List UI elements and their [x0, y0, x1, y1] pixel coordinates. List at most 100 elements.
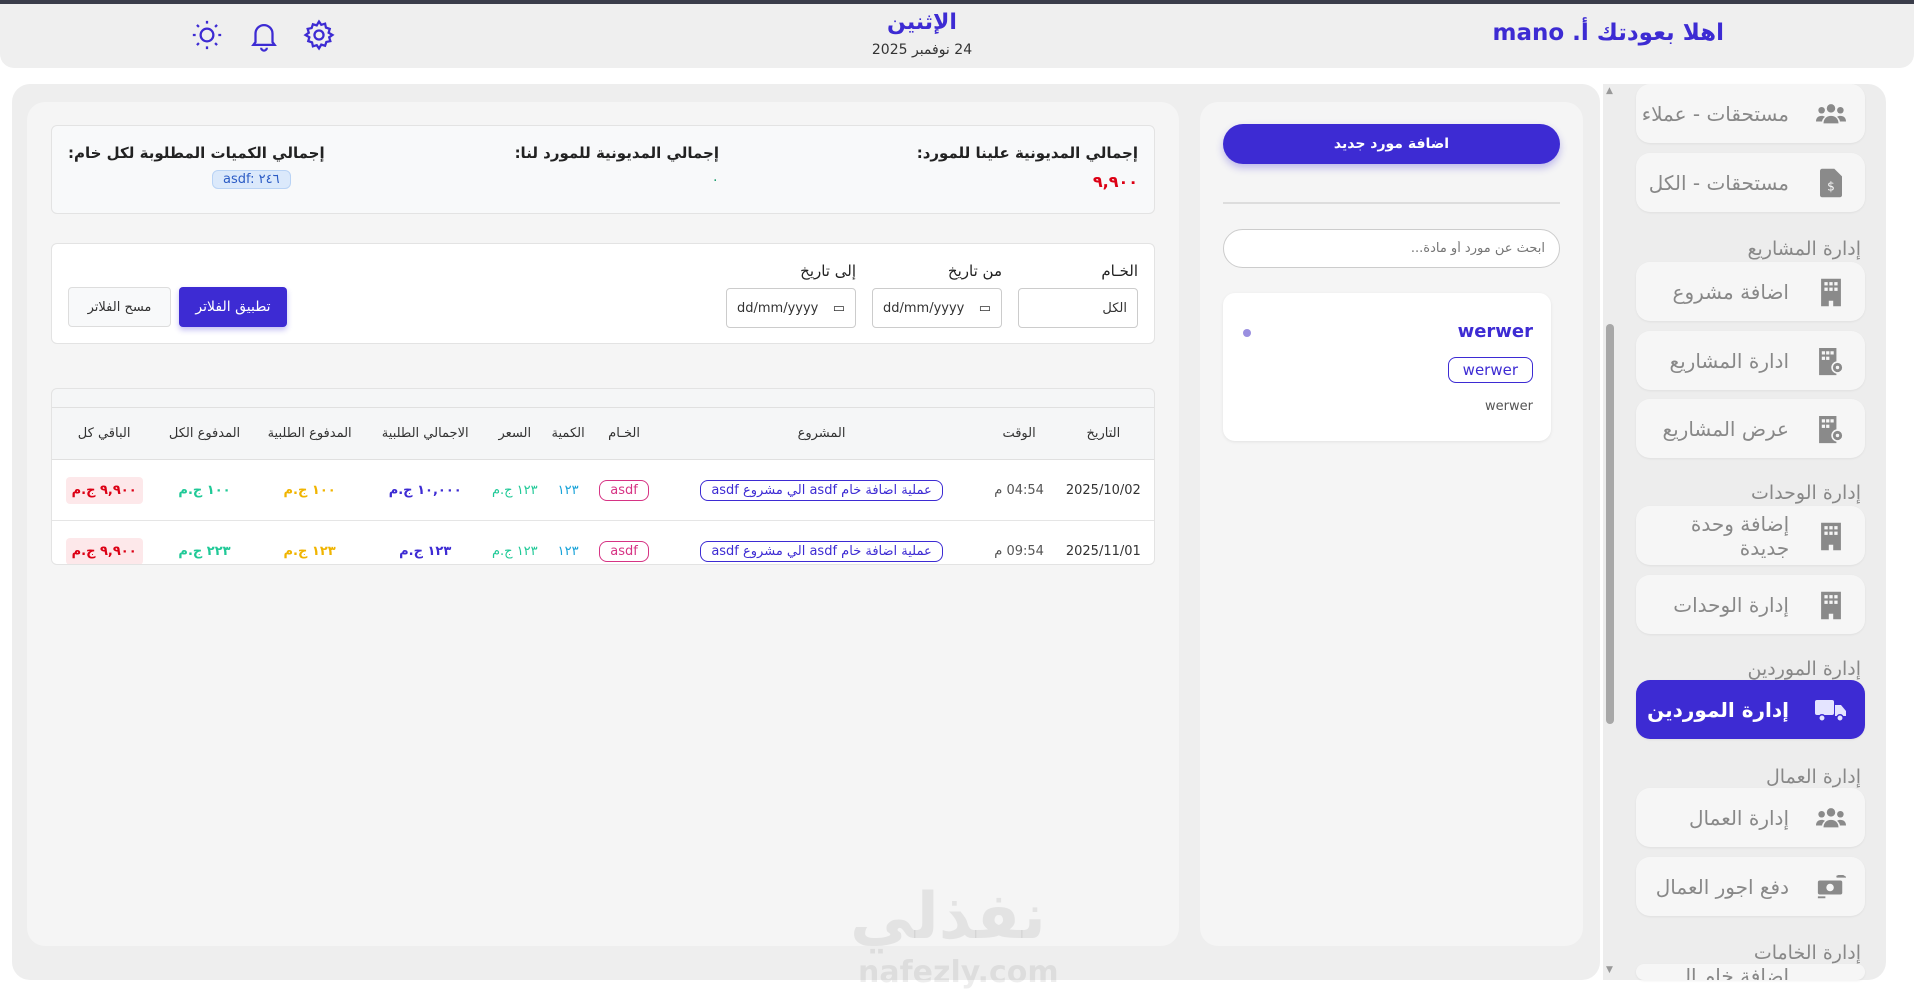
supplier-search-input[interactable]: [1223, 229, 1560, 268]
current-date: 24 نوفمبر 2025: [871, 42, 973, 58]
watermark-logo: نفذلي: [850, 880, 1046, 954]
cell-material: asdf: [590, 459, 658, 521]
sidebar-section-heading: إدارة المشاريع: [1747, 238, 1861, 260]
column-header-quantity: الكمية: [545, 407, 591, 460]
calendar-icon[interactable]: ▭: [832, 300, 845, 316]
building-gear-icon: [1815, 413, 1847, 445]
clear-filters-button[interactable]: مسح الفلاتر: [68, 287, 171, 327]
sidebar-section-heading: إدارة الموردين: [1747, 658, 1861, 680]
window-top-bar: [0, 0, 1914, 4]
column-header-price: السعر: [483, 407, 546, 460]
project-value[interactable]: عملية اضافة خام asdf الي مشروع asdf: [700, 479, 943, 501]
sidebar-item[interactable]: إضافة وحدة جديدة: [1636, 506, 1865, 565]
column-header-project: المشروع: [657, 407, 986, 460]
from-date-input[interactable]: dd/mm/yyyy ▭: [872, 288, 1002, 328]
invoice-dollar-icon: $: [1815, 167, 1847, 199]
sidebar-item-label: إضافة وحدة جديدة: [1690, 511, 1790, 560]
bell-icon[interactable]: [247, 18, 281, 52]
sidebar-item[interactable]: اضافة مشروع: [1636, 262, 1865, 321]
sidebar-section-heading: إدارة الخامات: [1753, 942, 1861, 964]
cell-total-paid: ١٠٠ ج.م: [156, 459, 253, 521]
supplier-tag: werwer: [1447, 357, 1533, 383]
building-gear-icon: [1815, 345, 1847, 377]
summary-box: إجمالي المديونية علينا للمورد: ٩,٩٠٠ إجم…: [51, 125, 1155, 214]
cell-project: عملية اضافة خام asdf الي مشروع asdf: [657, 459, 986, 521]
scroll-up-arrow-icon[interactable]: ▲: [1606, 86, 1613, 96]
quantity-value: ١٢٣: [557, 482, 579, 498]
sidebar-item[interactable]: إدارة الموردين: [1636, 680, 1865, 739]
cell-order-total: ١٠,٠٠٠ ج.م: [366, 459, 484, 521]
quantities-label: إجمالي الكميات المطلوبة لكل خام:: [68, 144, 325, 162]
header: [0, 4, 1914, 68]
apply-filters-button[interactable]: تطبيق الفلاتر: [179, 287, 287, 327]
filter-box: الخـام الكل من تاريخ dd/mm/yyyy ▭ إلى تار…: [51, 243, 1155, 344]
sun-icon[interactable]: [190, 18, 224, 52]
sidebar-item-label: اضافة مشروع: [1672, 279, 1789, 304]
calendar-icon[interactable]: ▭: [978, 300, 991, 316]
sidebar-item-label: إدارة العمال: [1689, 805, 1789, 830]
material-label: الخـام: [1101, 262, 1138, 280]
cell-time: 04:54 م: [985, 459, 1053, 521]
sidebar-item[interactable]: دفع اجور العمال: [1636, 857, 1865, 916]
supplier-debt-value: ٠: [711, 172, 719, 188]
remaining-value: ٩,٩٠٠ ج.م: [65, 537, 143, 564]
from-date-placeholder: dd/mm/yyyy: [883, 300, 965, 316]
supplier-name: werwer: [1457, 321, 1533, 342]
menu-icon: [1815, 964, 1847, 980]
cell-date: 2025/10/02: [1052, 459, 1154, 521]
supplier-debt-label: إجمالي المديونية للمورد لنا:: [514, 144, 719, 162]
cell-order-paid: ١٠٠ ج.م: [252, 459, 367, 521]
price-value: ١٢٣ ج.م: [491, 482, 538, 498]
gear-icon[interactable]: [302, 18, 336, 52]
order-paid-value: ١٢٣ ج.م: [283, 543, 336, 559]
order-paid-value: ١٠٠ ج.م: [283, 482, 336, 498]
sidebar-item-label: مستحقات - الكل: [1648, 170, 1789, 195]
column-header-remaining: الباقي كل: [52, 407, 157, 460]
sidebar-item-label: مستحقات - عملاء: [1641, 101, 1789, 126]
cell-time: 09:54 م: [985, 520, 1053, 564]
cell-order-paid: ١٢٣ ج.م: [252, 520, 367, 564]
date-value: 2025/10/02: [1065, 482, 1141, 498]
table-row: 2025/10/02 04:54 م عملية اضافة خام asdf ال…: [52, 459, 1154, 521]
sidebar-scrollbar[interactable]: [1606, 324, 1614, 724]
scroll-down-arrow-icon[interactable]: ▼: [1606, 965, 1613, 975]
users-icon: [1815, 802, 1847, 834]
cell-quantity: ١٢٣: [545, 459, 591, 521]
from-date-label: من تاريخ: [947, 262, 1002, 280]
sidebar-item[interactable]: إدارة الوحدات: [1636, 575, 1865, 634]
sidebar-item[interactable]: عرض المشاريع: [1636, 399, 1865, 458]
sidebar-item[interactable]: مستحقات - عملاء: [1636, 84, 1865, 143]
column-header-date: التاريخ: [1052, 407, 1154, 460]
divider: [1223, 202, 1560, 204]
watermark-url: nafezly.com: [858, 955, 1059, 990]
column-header-order-paid: المدفوع الطلبية: [252, 407, 367, 460]
remaining-value: ٩,٩٠٠ ج.م: [65, 476, 143, 504]
sidebar-item[interactable]: ادارة المشاريع: [1636, 331, 1865, 390]
cell-quantity: ١٢٣: [545, 520, 591, 564]
add-supplier-button[interactable]: اضافة مورد جديد: [1223, 124, 1560, 164]
cell-total-paid: ٢٢٣ ج.م: [156, 520, 253, 564]
table-row: 2025/11/01 09:54 م عملية اضافة خام asdf ال…: [52, 520, 1154, 564]
sidebar-item[interactable]: إدارة العمال: [1636, 788, 1865, 847]
price-value: ١٢٣ ج.م: [491, 543, 538, 559]
material-value: asdf: [599, 540, 649, 562]
sidebar-item[interactable]: اضافة خام ال: [1636, 964, 1865, 980]
cell-order-total: ١٢٣ ج.م: [366, 520, 484, 564]
sidebar-item-label: إدارة الموردين: [1647, 697, 1789, 722]
column-header-total-paid: المدفوع الكل: [156, 407, 253, 460]
date-value: 2025/11/01: [1065, 543, 1141, 559]
total-paid-value: ٢٢٣ ج.م: [178, 543, 231, 559]
to-date-input[interactable]: dd/mm/yyyy ▭: [726, 288, 856, 328]
sidebar-item[interactable]: $ مستحقات - الكل: [1636, 153, 1865, 212]
project-value[interactable]: عملية اضافة خام asdf الي مشروع asdf: [700, 540, 943, 562]
order-total-value: ١٢٣ ج.م: [399, 543, 452, 559]
day-name: الإثنين: [887, 10, 957, 35]
time-value: 09:54 م: [994, 543, 1044, 559]
material-select[interactable]: الكل: [1018, 288, 1138, 328]
quantity-badge: asdf: ٢٤٦: [212, 170, 291, 189]
debt-to-supplier-label: إجمالي المديونية علينا للمورد:: [916, 144, 1138, 162]
svg-text:$: $: [1827, 179, 1835, 193]
total-paid-value: ١٠٠ ج.م: [178, 482, 231, 498]
supplier-card[interactable]: werwer werwer werwer: [1223, 293, 1551, 441]
transactions-table: التاريخ الوقت المشروع الخـام الكمية السعر الاج…: [51, 388, 1155, 565]
